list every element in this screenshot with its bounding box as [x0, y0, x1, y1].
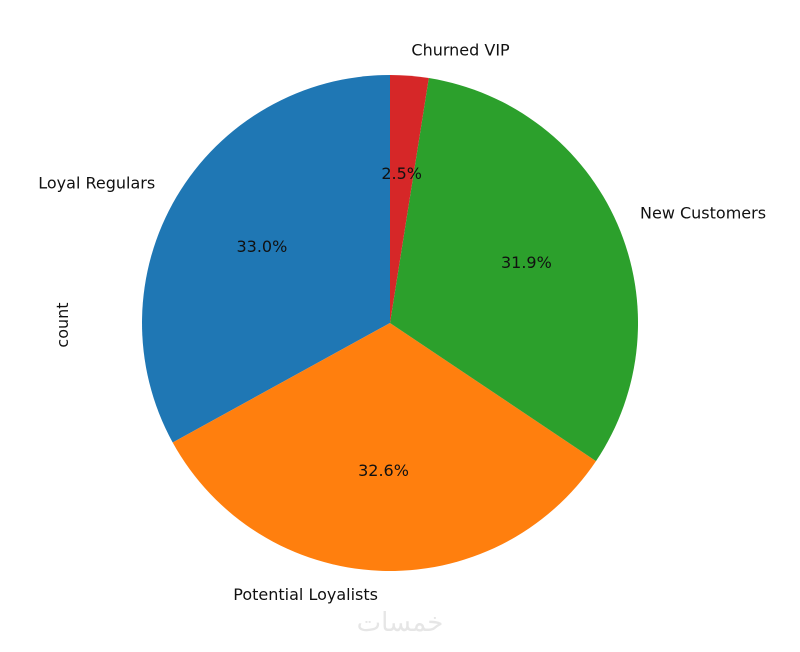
pie-slice-potential-loyalists — [172, 323, 596, 571]
percent-label-new-customers: 31.9% — [501, 253, 552, 272]
percent-label-potential-loyalists: 32.6% — [358, 461, 409, 480]
slice-labels: Loyal Regulars Potential Loyalists New Cus… — [38, 41, 766, 605]
percent-label-loyal-regulars: 33.0% — [236, 237, 287, 256]
pie-slice-loyal-regulars — [142, 75, 390, 443]
y-axis-label: count — [53, 302, 72, 347]
pie-slices — [142, 75, 639, 571]
slice-label-potential-loyalists: Potential Loyalists — [233, 585, 378, 604]
slice-label-new-customers: New Customers — [640, 203, 766, 222]
pie-slice-new-customers — [390, 78, 639, 462]
watermark-logo: خمسات — [357, 608, 444, 638]
slice-label-loyal-regulars: Loyal Regulars — [38, 174, 155, 193]
percent-labels: 33.0% 32.6% 31.9% 2.5% — [236, 164, 551, 480]
slice-label-churned-vip: Churned VIP — [411, 41, 510, 60]
percent-label-churned-vip: 2.5% — [381, 164, 422, 183]
pie-slice-churned-vip — [390, 75, 429, 323]
